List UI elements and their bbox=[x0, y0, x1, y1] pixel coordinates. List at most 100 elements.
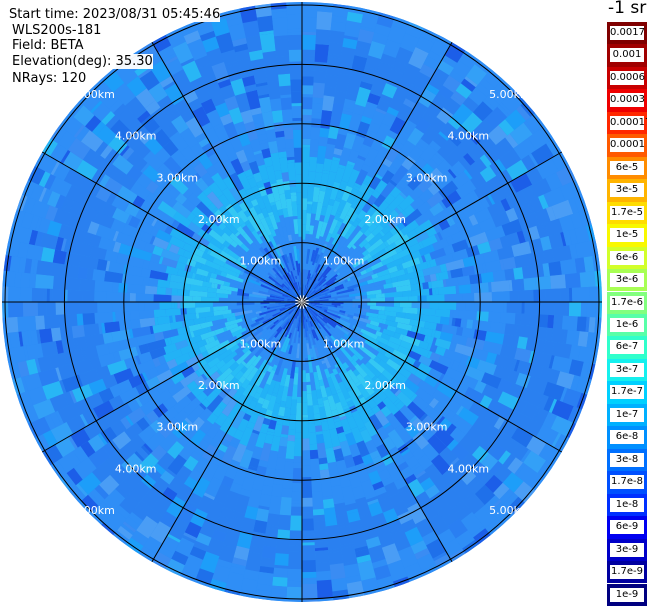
radar-gate bbox=[136, 219, 144, 230]
colorbar-bin: 1e-7 bbox=[607, 403, 647, 427]
radar-gate bbox=[282, 287, 296, 297]
radar-gate bbox=[421, 255, 427, 263]
radar-gate bbox=[248, 299, 258, 302]
radar-gate bbox=[294, 315, 297, 319]
radar-gate bbox=[218, 297, 231, 302]
radar-gate bbox=[266, 296, 285, 301]
radar-gate bbox=[151, 217, 158, 227]
radar-gate bbox=[454, 417, 473, 435]
radar-gate bbox=[97, 433, 108, 446]
radar-gate bbox=[154, 112, 173, 132]
radar-gate bbox=[455, 83, 473, 99]
radar-gate bbox=[305, 263, 308, 270]
radar-gate bbox=[87, 492, 101, 506]
radar-gate bbox=[376, 346, 387, 356]
radar-gate bbox=[289, 64, 302, 80]
radar-gate bbox=[337, 305, 344, 309]
radar-gate bbox=[424, 374, 439, 388]
radar-gate bbox=[270, 152, 282, 172]
colorbar-bin: 1e-6 bbox=[607, 314, 647, 337]
radar-gate bbox=[414, 101, 429, 113]
radar-gate bbox=[263, 310, 281, 319]
radar-gate bbox=[238, 375, 247, 384]
radar-gate bbox=[38, 368, 60, 387]
radar-gate bbox=[17, 316, 37, 332]
radar-gate bbox=[311, 285, 324, 295]
radar-gate bbox=[269, 98, 282, 112]
radar-gate bbox=[400, 220, 420, 236]
radar-gate bbox=[291, 500, 302, 504]
radar-gate bbox=[259, 246, 268, 256]
radar-gate bbox=[484, 424, 499, 440]
radar-gate bbox=[63, 168, 86, 189]
radar-gate bbox=[270, 182, 281, 202]
radar-gate bbox=[254, 193, 262, 199]
radar-gate bbox=[456, 302, 466, 311]
radar-gate bbox=[269, 214, 279, 230]
radar-gate bbox=[240, 328, 258, 341]
radar-gate bbox=[367, 222, 378, 233]
radar-gate bbox=[374, 410, 390, 427]
radar-gate bbox=[365, 266, 373, 273]
radar-gate bbox=[365, 55, 381, 71]
radar-gate bbox=[516, 360, 535, 377]
colorbar-tick-label: 6e-8 bbox=[610, 430, 644, 445]
radar-gate bbox=[224, 220, 239, 235]
radar-gate bbox=[351, 55, 368, 73]
radar-gate bbox=[357, 28, 375, 44]
radar-gate bbox=[444, 367, 465, 383]
radar-gate bbox=[248, 384, 259, 398]
radar-gate bbox=[409, 186, 424, 201]
radar-gate bbox=[121, 223, 134, 236]
radar-gate bbox=[229, 316, 236, 322]
radar-gate bbox=[338, 313, 350, 321]
radar-gate bbox=[323, 399, 333, 419]
radar-gate bbox=[155, 362, 170, 375]
radar-center-marker bbox=[295, 295, 309, 309]
radar-gate bbox=[196, 339, 207, 348]
radar-gate bbox=[374, 257, 382, 265]
radar-gate bbox=[118, 346, 139, 361]
radar-gate bbox=[349, 296, 353, 300]
radar-gate bbox=[398, 194, 415, 211]
radar-gate bbox=[543, 248, 555, 264]
radar-gate bbox=[275, 385, 285, 404]
radar-gate bbox=[297, 281, 301, 291]
radar-gate bbox=[319, 463, 329, 471]
radar-gate bbox=[453, 392, 475, 411]
radar-gate bbox=[228, 107, 244, 125]
radar-gate bbox=[141, 372, 149, 382]
start-time-text: Start time: 2023/08/31 05:45:46 bbox=[9, 7, 221, 22]
radar-gate bbox=[443, 97, 461, 115]
radar-gate bbox=[79, 393, 101, 413]
colorbar-tick-label: 0.00017 bbox=[610, 115, 647, 130]
radar-gate bbox=[302, 180, 309, 199]
radar-gate bbox=[331, 409, 339, 417]
radar-gate bbox=[287, 162, 296, 181]
radar-gate bbox=[265, 270, 269, 274]
radar-gate bbox=[528, 225, 541, 241]
radar-gate bbox=[289, 360, 296, 379]
radar-gate bbox=[460, 354, 469, 365]
radar-gate bbox=[551, 199, 574, 220]
radar-gate bbox=[111, 302, 122, 312]
radar-gate bbox=[127, 283, 146, 294]
radar-gate bbox=[323, 310, 341, 319]
radar-gate bbox=[145, 180, 159, 194]
radar-gate bbox=[184, 319, 195, 327]
radar-gate bbox=[293, 456, 302, 463]
radar-gate bbox=[470, 480, 485, 494]
radar-gate bbox=[131, 326, 151, 338]
radar-gate bbox=[391, 242, 398, 249]
radar-gate bbox=[247, 177, 258, 188]
radar-gate bbox=[183, 283, 191, 291]
radar-gate bbox=[563, 329, 568, 344]
radar-gate bbox=[308, 318, 311, 322]
radar-gate bbox=[187, 492, 203, 506]
radar-gate bbox=[290, 192, 297, 196]
radar-gate bbox=[538, 394, 549, 410]
radar-gate bbox=[379, 94, 393, 104]
radar-gate bbox=[381, 323, 389, 330]
radar-gate bbox=[209, 250, 228, 263]
radar-gate bbox=[342, 405, 350, 411]
